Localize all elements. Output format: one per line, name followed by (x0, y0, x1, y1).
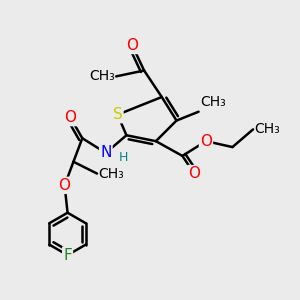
Text: S: S (113, 107, 122, 122)
Text: CH₃: CH₃ (89, 69, 115, 83)
Text: O: O (64, 110, 76, 125)
Text: H: H (119, 151, 128, 164)
Text: CH₃: CH₃ (98, 167, 124, 181)
Text: F: F (63, 248, 72, 262)
Text: CH₃: CH₃ (254, 122, 280, 136)
Text: O: O (58, 178, 70, 193)
Text: N: N (100, 146, 112, 160)
Text: O: O (200, 134, 212, 149)
Text: O: O (126, 38, 138, 53)
Text: CH₃: CH₃ (200, 95, 226, 109)
Text: O: O (188, 166, 200, 181)
